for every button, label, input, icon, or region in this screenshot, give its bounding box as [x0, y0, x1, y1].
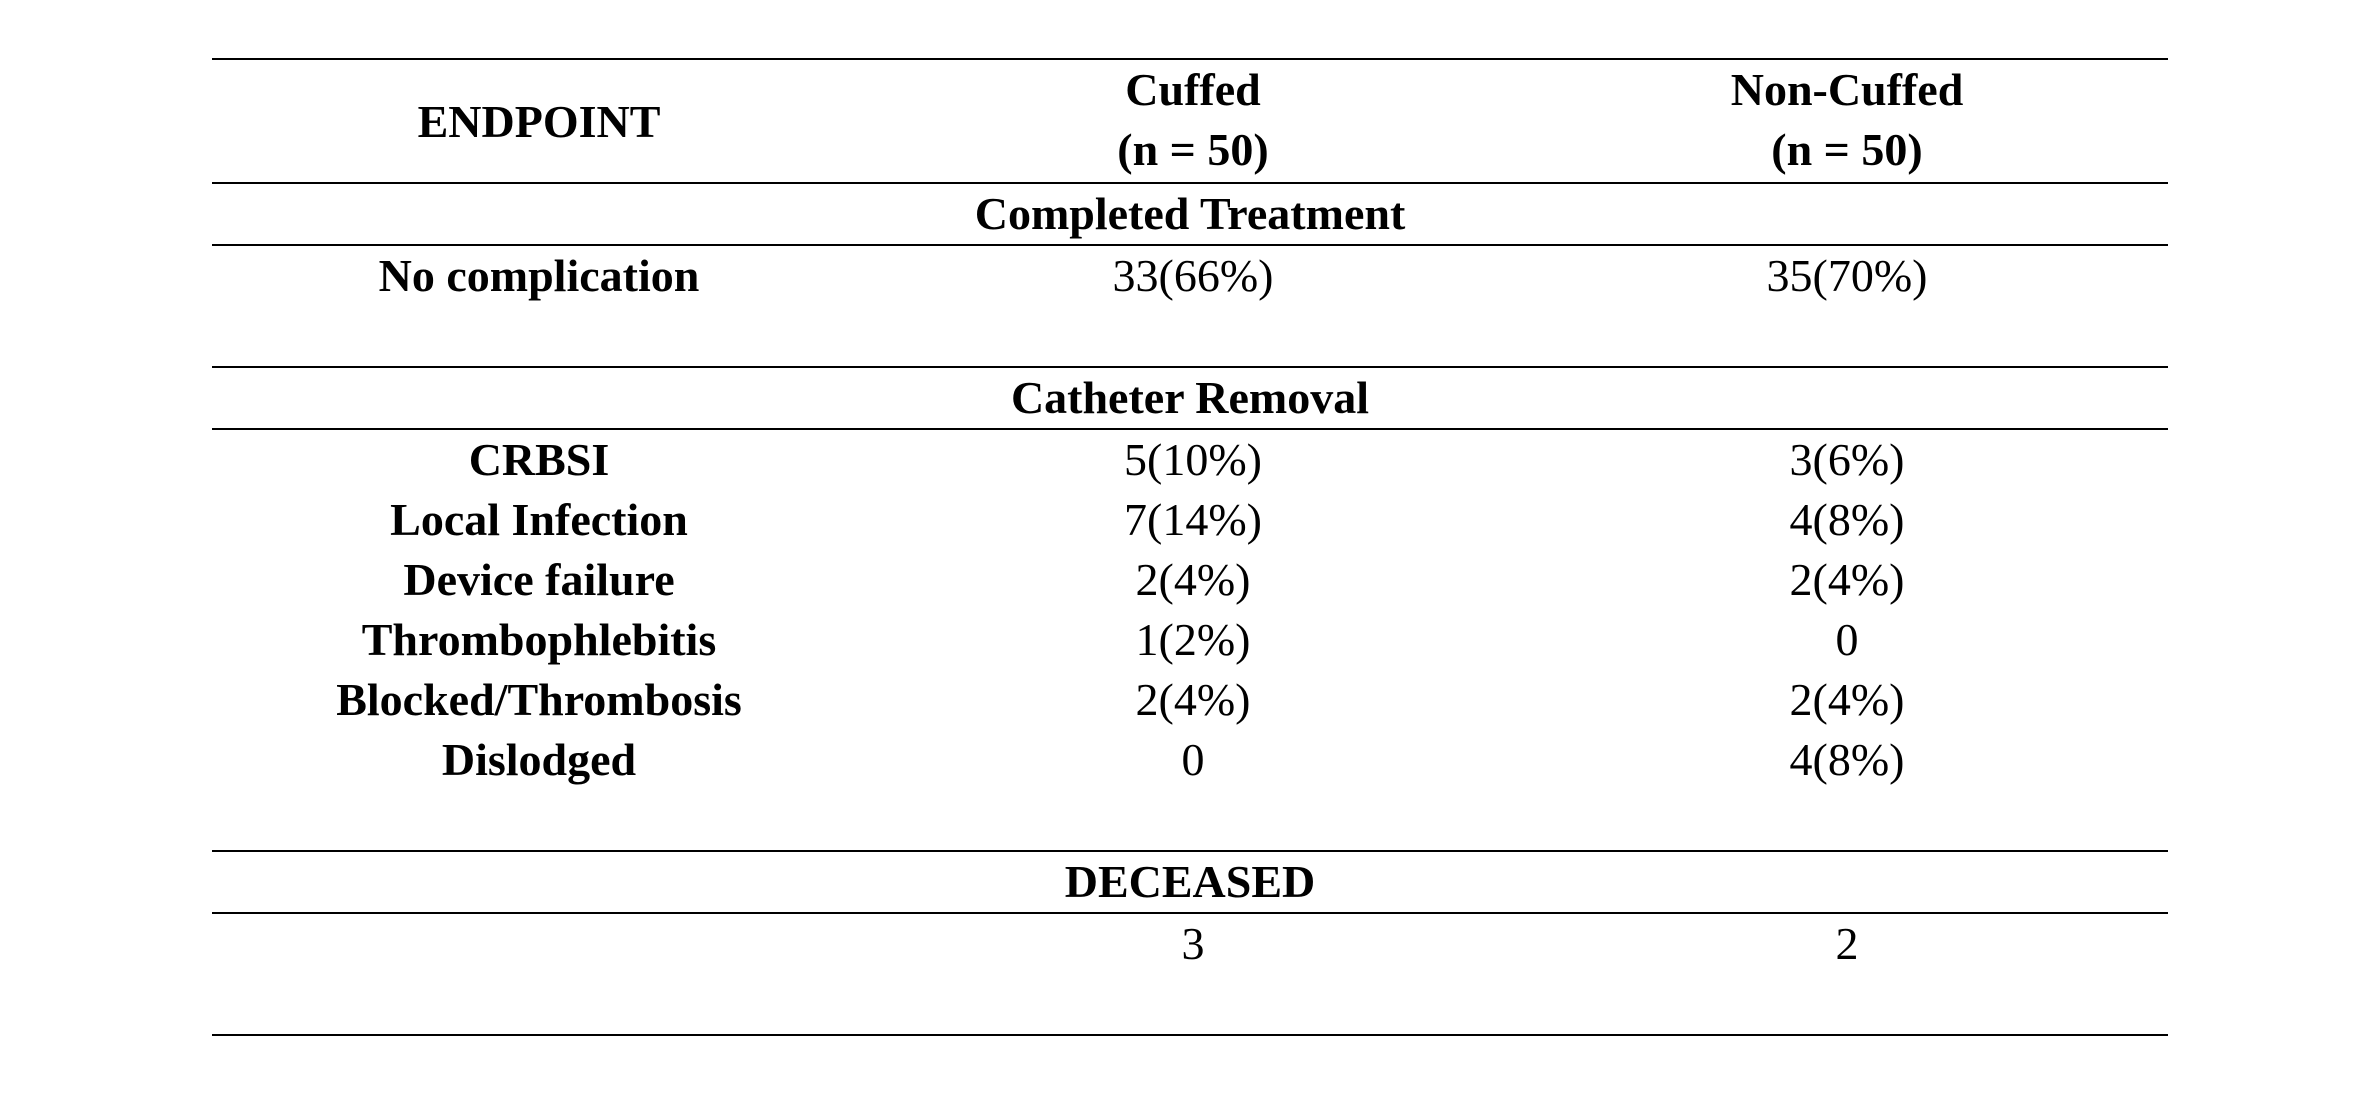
section-title-deceased: DECEASED: [1064, 856, 1316, 907]
table-row: 3 2: [212, 914, 2168, 974]
header-endpoint-label: ENDPOINT: [417, 96, 661, 147]
row-noncuffed-value: 0: [1835, 614, 1859, 665]
table-row: CRBSI 5(10%) 3(6%): [212, 430, 2168, 490]
table-row: Local Infection 7(14%) 4(8%): [212, 490, 2168, 550]
header-cuffed: Cuffed (n = 50): [866, 60, 1520, 184]
header-cuffed-n: (n = 50): [1117, 124, 1269, 175]
section-title-removal: Catheter Removal: [1010, 372, 1370, 423]
header-cuffed-label: Cuffed: [1125, 64, 1261, 115]
row-noncuffed-value: 4(8%): [1789, 734, 1905, 785]
header-noncuffed: Non-Cuffed (n = 50): [1520, 60, 2174, 184]
row-noncuffed-value: 2(4%): [1789, 674, 1905, 725]
section-rule: [212, 912, 2168, 914]
table-row: Device failure 2(4%) 2(4%): [212, 550, 2168, 610]
row-cuffed-value: 2(4%): [1135, 554, 1251, 605]
row-label: [212, 914, 866, 974]
section-title-completed: Completed Treatment: [974, 188, 1406, 239]
row-cuffed-value: 7(14%): [1124, 494, 1262, 545]
section-rule: [212, 366, 2168, 368]
table-row: No complication 33(66%) 35(70%): [212, 246, 2168, 306]
table-bottom-rule: [212, 1034, 2168, 1036]
header-noncuffed-label: Non-Cuffed: [1730, 64, 1964, 115]
row-cuffed-value: 1(2%): [1135, 614, 1251, 665]
row-cuffed-value: 33(66%): [1112, 250, 1274, 301]
section-rule: [212, 244, 2168, 246]
row-noncuffed-value: 4(8%): [1789, 494, 1905, 545]
row-noncuffed-value: 2(4%): [1789, 554, 1905, 605]
table-row: Dislodged 0 4(8%): [212, 730, 2168, 790]
row-label: Thrombophlebitis: [361, 614, 717, 665]
header-bottom-rule: [212, 182, 2168, 184]
table-top-rule: [212, 58, 2168, 60]
row-noncuffed-value: 35(70%): [1766, 250, 1928, 301]
section-rule: [212, 428, 2168, 430]
row-noncuffed-value: 2: [1835, 918, 1859, 969]
header-endpoint: ENDPOINT: [212, 60, 866, 184]
row-label: Dislodged: [441, 734, 637, 785]
row-noncuffed-value: 3(6%): [1789, 434, 1905, 485]
table-row: Thrombophlebitis 1(2%) 0: [212, 610, 2168, 670]
row-cuffed-value: 0: [1181, 734, 1205, 785]
row-label: CRBSI: [468, 434, 610, 485]
row-cuffed-value: 2(4%): [1135, 674, 1251, 725]
row-label: Local Infection: [390, 494, 688, 545]
row-cuffed-value: 3: [1181, 918, 1205, 969]
table-row: Blocked/Thrombosis 2(4%) 2(4%): [212, 670, 2168, 730]
row-label: Device failure: [403, 554, 675, 605]
header-noncuffed-n: (n = 50): [1771, 124, 1923, 175]
row-cuffed-value: 5(10%): [1124, 434, 1262, 485]
row-label: Blocked/Thrombosis: [336, 674, 742, 725]
row-label: No complication: [378, 250, 700, 301]
section-rule: [212, 850, 2168, 852]
